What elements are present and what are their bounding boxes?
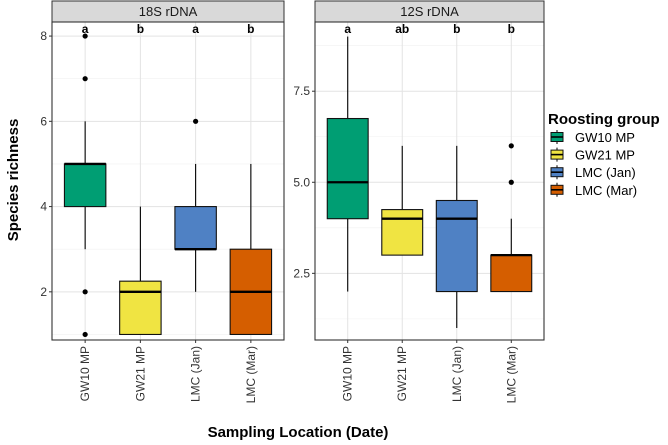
legend: Roosting group GW10 MP GW21 MP LMC (Jan) LM… xyxy=(548,111,660,198)
outlier-point xyxy=(508,143,514,149)
outlier-point xyxy=(82,33,88,39)
y-tick-label: 4 xyxy=(40,200,47,214)
significance-letter: b xyxy=(453,22,460,36)
panel-0: 18S rDNA 2 4 6 8 a GW10 MP b GW21 MP a LMC (Jan) b L… xyxy=(40,0,285,403)
legend-item: LMC (Mar) xyxy=(550,182,637,198)
box-body xyxy=(381,209,424,256)
panel-1: 12S rDNA 2.5 5.0 7.5 a GW10 MP ab GW21 MP b LMC (… xyxy=(293,0,545,403)
outlier-point xyxy=(82,289,88,295)
box-body xyxy=(490,254,533,293)
outlier-point xyxy=(82,76,88,82)
box-gw21-mp: ab xyxy=(381,22,424,256)
significance-letter: a xyxy=(82,22,89,36)
x-tick-label: LMC (Mar) xyxy=(504,346,518,403)
y-tick-label: 8 xyxy=(40,29,47,43)
x-tick-label: LMC (Jan) xyxy=(189,346,203,402)
significance-letter: a xyxy=(192,22,199,36)
y-axis-title: Species richness xyxy=(5,119,22,242)
significance-letter: ab xyxy=(395,22,409,36)
x-tick-label: GW10 MP xyxy=(78,346,92,401)
outlier-point xyxy=(508,179,514,185)
legend-label: LMC (Mar) xyxy=(575,183,637,198)
panel-border xyxy=(51,21,285,341)
x-tick-label: GW21 MP xyxy=(395,346,409,401)
box-body xyxy=(63,163,107,208)
significance-letter: a xyxy=(344,22,351,36)
x-axis-title: Sampling Location (Date) xyxy=(208,424,389,441)
box-gw10-mp: a xyxy=(326,22,369,292)
box-lmc-mar-: b xyxy=(490,22,533,293)
legend-title: Roosting group xyxy=(548,111,660,128)
significance-letter: b xyxy=(508,22,515,36)
significance-letter: b xyxy=(247,22,254,36)
box-lmc-mar-: b xyxy=(229,22,273,336)
box-body xyxy=(326,117,369,220)
legend-label: LMC (Jan) xyxy=(575,165,636,180)
y-tick-label: 5.0 xyxy=(293,175,310,189)
box-gw10-mp: a xyxy=(63,22,107,338)
box-gw21-mp: b xyxy=(119,22,162,336)
facet-strip-label: 18S rDNA xyxy=(139,4,198,19)
facet-strip-label: 12S rDNA xyxy=(400,4,459,19)
box-body xyxy=(174,206,217,250)
x-tick-label: GW10 MP xyxy=(341,346,355,401)
x-tick-label: GW21 MP xyxy=(133,346,147,401)
legend-label: GW21 MP xyxy=(575,148,635,163)
x-tick-label: LMC (Jan) xyxy=(450,346,464,402)
legend-item: GW10 MP xyxy=(550,130,635,145)
x-tick-label: LMC (Mar) xyxy=(244,346,258,403)
outlier-point xyxy=(193,118,199,124)
y-tick-label: 2 xyxy=(40,285,47,299)
legend-item: LMC (Jan) xyxy=(550,165,636,180)
y-tick-label: 2.5 xyxy=(293,266,310,280)
legend-label: GW10 MP xyxy=(575,130,635,145)
legend-item: GW21 MP xyxy=(550,147,635,163)
y-tick-label: 7.5 xyxy=(293,84,310,98)
box-lmc-jan-: a xyxy=(174,22,217,292)
box-body xyxy=(119,280,162,336)
y-tick-label: 6 xyxy=(40,114,47,128)
outlier-point xyxy=(82,331,88,338)
box-lmc-jan-: b xyxy=(435,22,478,328)
significance-letter: b xyxy=(137,22,144,36)
box-body xyxy=(435,199,478,293)
panel-border xyxy=(314,21,545,341)
